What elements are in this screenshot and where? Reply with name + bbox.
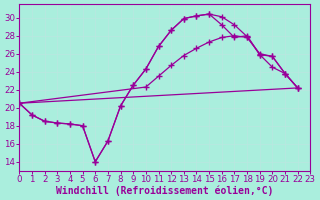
X-axis label: Windchill (Refroidissement éolien,°C): Windchill (Refroidissement éolien,°C) bbox=[56, 185, 274, 196]
